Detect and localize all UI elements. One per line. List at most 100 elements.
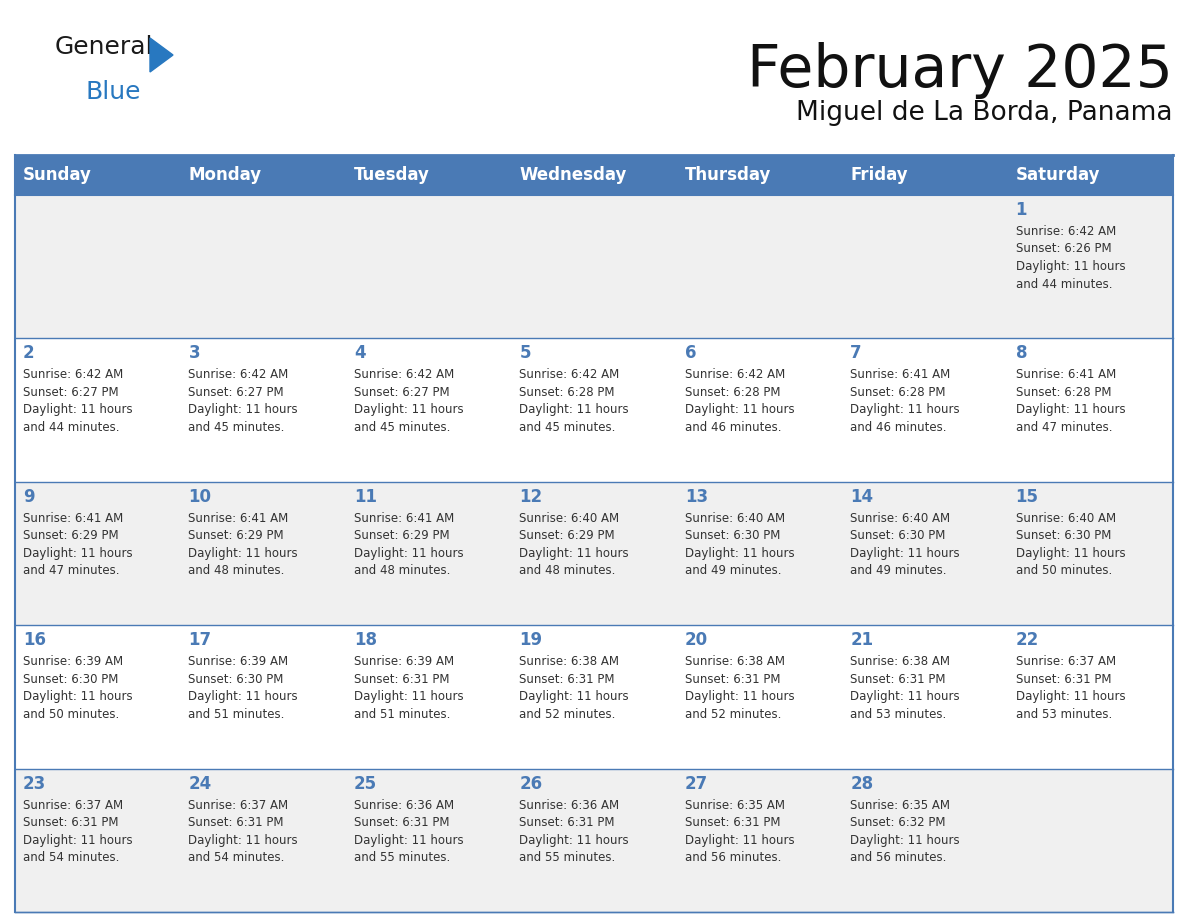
Text: Sunrise: 6:41 AM: Sunrise: 6:41 AM (1016, 368, 1116, 381)
Text: Daylight: 11 hours: Daylight: 11 hours (1016, 547, 1125, 560)
Text: Sunset: 6:28 PM: Sunset: 6:28 PM (1016, 386, 1111, 399)
Text: Sunrise: 6:41 AM: Sunrise: 6:41 AM (23, 512, 124, 525)
Text: Sunrise: 6:40 AM: Sunrise: 6:40 AM (851, 512, 950, 525)
Text: Daylight: 11 hours: Daylight: 11 hours (23, 403, 133, 417)
Text: Daylight: 11 hours: Daylight: 11 hours (189, 834, 298, 846)
Text: 14: 14 (851, 487, 873, 506)
Text: Daylight: 11 hours: Daylight: 11 hours (684, 547, 795, 560)
Text: Sunrise: 6:39 AM: Sunrise: 6:39 AM (354, 655, 454, 668)
Text: and 46 minutes.: and 46 minutes. (684, 420, 782, 434)
Text: Daylight: 11 hours: Daylight: 11 hours (1016, 403, 1125, 417)
Text: Sunset: 6:29 PM: Sunset: 6:29 PM (519, 530, 615, 543)
Text: Miguel de La Borda, Panama: Miguel de La Borda, Panama (796, 100, 1173, 126)
Text: Sunrise: 6:37 AM: Sunrise: 6:37 AM (189, 799, 289, 812)
Text: Sunrise: 6:42 AM: Sunrise: 6:42 AM (519, 368, 619, 381)
Text: Sunrise: 6:38 AM: Sunrise: 6:38 AM (684, 655, 785, 668)
Text: Sunrise: 6:39 AM: Sunrise: 6:39 AM (23, 655, 124, 668)
Text: 7: 7 (851, 344, 861, 363)
Polygon shape (150, 38, 173, 72)
Text: Sunrise: 6:39 AM: Sunrise: 6:39 AM (189, 655, 289, 668)
Text: Saturday: Saturday (1016, 166, 1100, 184)
Text: 25: 25 (354, 775, 377, 792)
Text: 8: 8 (1016, 344, 1028, 363)
Text: and 47 minutes.: and 47 minutes. (23, 565, 120, 577)
Text: 20: 20 (684, 632, 708, 649)
Text: and 48 minutes.: and 48 minutes. (354, 565, 450, 577)
Text: and 47 minutes.: and 47 minutes. (1016, 420, 1112, 434)
Text: 21: 21 (851, 632, 873, 649)
Bar (346, 155, 511, 195)
Text: and 53 minutes.: and 53 minutes. (1016, 708, 1112, 721)
Text: 6: 6 (684, 344, 696, 363)
Text: Sunset: 6:31 PM: Sunset: 6:31 PM (519, 673, 614, 686)
Text: Sunset: 6:30 PM: Sunset: 6:30 PM (684, 530, 781, 543)
Text: Monday: Monday (189, 166, 261, 184)
Text: Daylight: 11 hours: Daylight: 11 hours (684, 690, 795, 703)
Text: and 44 minutes.: and 44 minutes. (23, 420, 120, 434)
Text: Sunrise: 6:40 AM: Sunrise: 6:40 AM (519, 512, 619, 525)
Text: Blue: Blue (86, 80, 140, 104)
Text: Daylight: 11 hours: Daylight: 11 hours (354, 547, 463, 560)
Text: Sunrise: 6:41 AM: Sunrise: 6:41 AM (851, 368, 950, 381)
Text: 22: 22 (1016, 632, 1038, 649)
Text: Sunset: 6:28 PM: Sunset: 6:28 PM (851, 386, 946, 399)
Text: 12: 12 (519, 487, 543, 506)
Text: February 2025: February 2025 (747, 42, 1173, 99)
Text: Daylight: 11 hours: Daylight: 11 hours (851, 403, 960, 417)
Text: Sunset: 6:31 PM: Sunset: 6:31 PM (684, 816, 781, 829)
Text: 13: 13 (684, 487, 708, 506)
Text: 10: 10 (189, 487, 211, 506)
Text: Sunrise: 6:35 AM: Sunrise: 6:35 AM (851, 799, 950, 812)
Text: Daylight: 11 hours: Daylight: 11 hours (189, 547, 298, 560)
Text: Sunset: 6:30 PM: Sunset: 6:30 PM (23, 673, 119, 686)
Text: 2: 2 (23, 344, 34, 363)
Text: General: General (55, 35, 153, 59)
Text: Daylight: 11 hours: Daylight: 11 hours (851, 547, 960, 560)
Text: Thursday: Thursday (684, 166, 771, 184)
Text: Sunrise: 6:42 AM: Sunrise: 6:42 AM (684, 368, 785, 381)
Text: Sunset: 6:26 PM: Sunset: 6:26 PM (1016, 242, 1111, 255)
Text: Daylight: 11 hours: Daylight: 11 hours (189, 403, 298, 417)
Text: Sunset: 6:31 PM: Sunset: 6:31 PM (354, 673, 449, 686)
Text: Sunrise: 6:37 AM: Sunrise: 6:37 AM (23, 799, 124, 812)
Text: 9: 9 (23, 487, 34, 506)
Text: and 50 minutes.: and 50 minutes. (23, 708, 119, 721)
Bar (511, 155, 677, 195)
Text: Daylight: 11 hours: Daylight: 11 hours (519, 547, 628, 560)
Text: Sunset: 6:29 PM: Sunset: 6:29 PM (354, 530, 449, 543)
Bar (677, 155, 842, 195)
Text: Sunset: 6:29 PM: Sunset: 6:29 PM (189, 530, 284, 543)
Text: 16: 16 (23, 632, 46, 649)
Text: Wednesday: Wednesday (519, 166, 626, 184)
Text: Sunset: 6:30 PM: Sunset: 6:30 PM (851, 530, 946, 543)
Text: Sunset: 6:27 PM: Sunset: 6:27 PM (23, 386, 119, 399)
Text: Daylight: 11 hours: Daylight: 11 hours (851, 834, 960, 846)
Text: Sunset: 6:31 PM: Sunset: 6:31 PM (684, 673, 781, 686)
Text: Sunset: 6:27 PM: Sunset: 6:27 PM (189, 386, 284, 399)
Bar (842, 155, 1007, 195)
Text: and 51 minutes.: and 51 minutes. (354, 708, 450, 721)
Text: and 49 minutes.: and 49 minutes. (684, 565, 782, 577)
Text: Sunset: 6:31 PM: Sunset: 6:31 PM (23, 816, 119, 829)
Text: and 48 minutes.: and 48 minutes. (189, 565, 285, 577)
Text: Daylight: 11 hours: Daylight: 11 hours (519, 690, 628, 703)
Bar (15, 768, 1173, 912)
Text: Sunrise: 6:42 AM: Sunrise: 6:42 AM (189, 368, 289, 381)
Text: and 52 minutes.: and 52 minutes. (519, 708, 615, 721)
Text: Sunset: 6:31 PM: Sunset: 6:31 PM (354, 816, 449, 829)
Text: Sunrise: 6:36 AM: Sunrise: 6:36 AM (354, 799, 454, 812)
Text: Daylight: 11 hours: Daylight: 11 hours (1016, 690, 1125, 703)
Text: Sunrise: 6:38 AM: Sunrise: 6:38 AM (851, 655, 950, 668)
Text: and 54 minutes.: and 54 minutes. (23, 851, 119, 864)
Text: Friday: Friday (851, 166, 908, 184)
Text: and 48 minutes.: and 48 minutes. (519, 565, 615, 577)
Text: Sunset: 6:32 PM: Sunset: 6:32 PM (851, 816, 946, 829)
Text: Daylight: 11 hours: Daylight: 11 hours (684, 834, 795, 846)
Bar (1007, 155, 1173, 195)
Bar (15, 339, 1173, 482)
Text: Sunset: 6:30 PM: Sunset: 6:30 PM (1016, 530, 1111, 543)
Text: 27: 27 (684, 775, 708, 792)
Text: and 54 minutes.: and 54 minutes. (189, 851, 285, 864)
Text: Sunrise: 6:36 AM: Sunrise: 6:36 AM (519, 799, 619, 812)
Text: 4: 4 (354, 344, 366, 363)
